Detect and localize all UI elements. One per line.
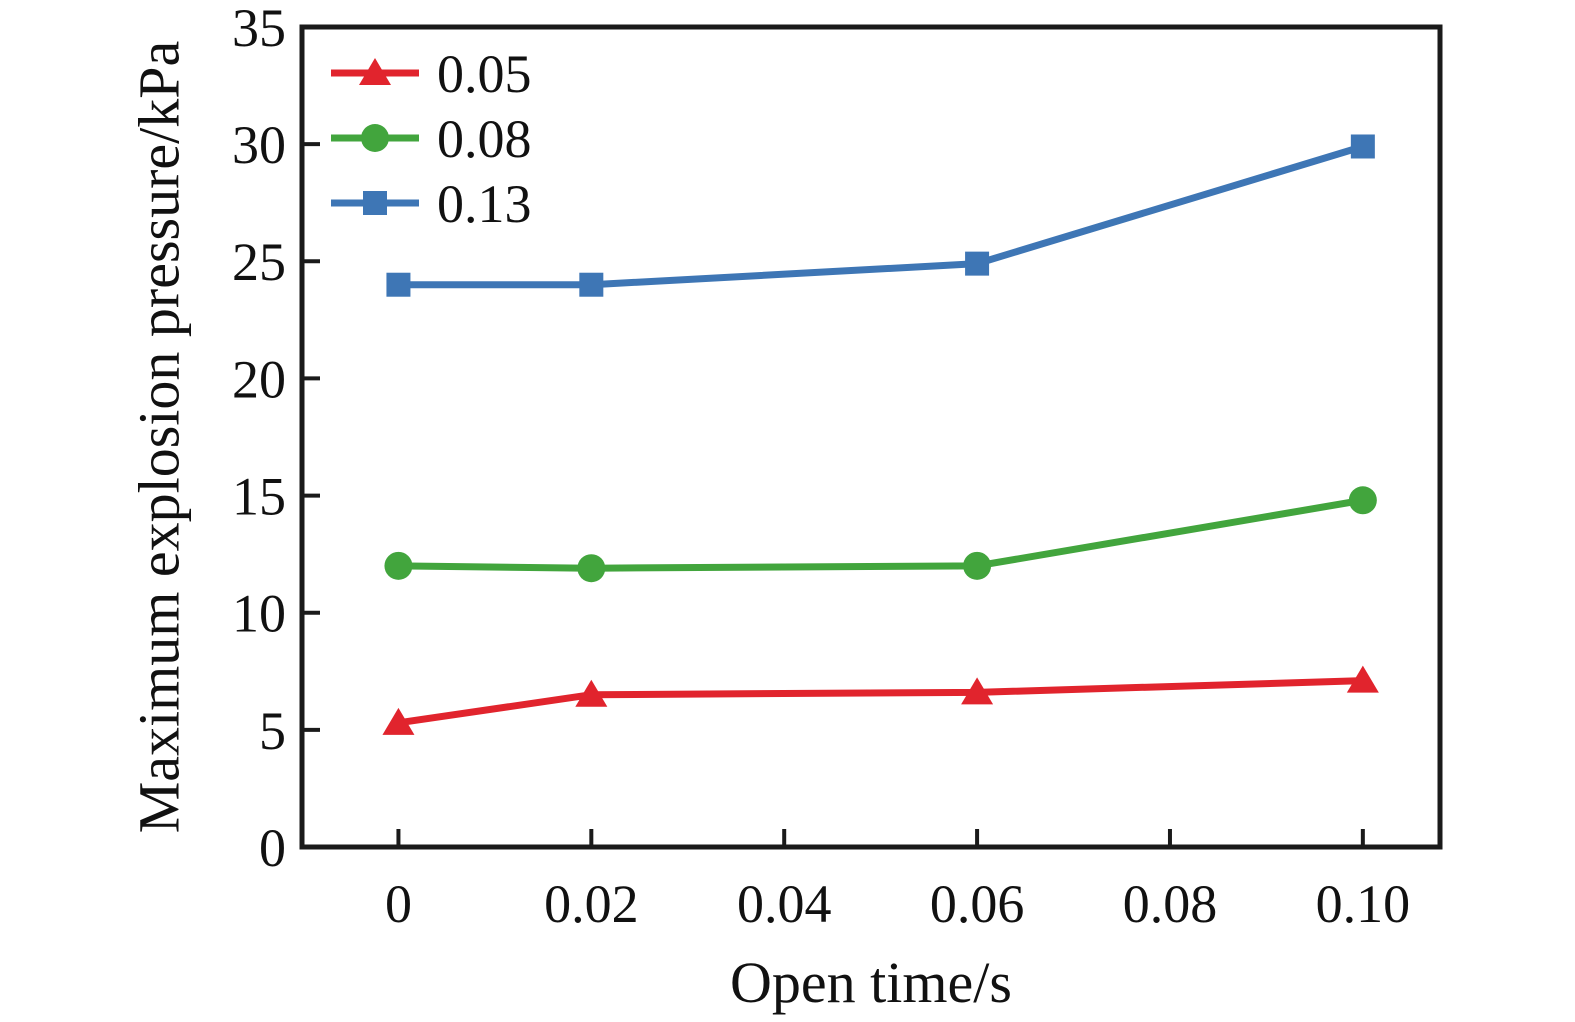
square-marker-0.13	[386, 272, 411, 297]
y-tick-label: 30	[232, 115, 286, 175]
series-line-0.05	[397, 677, 1363, 727]
y-tick-label: 35	[232, 0, 286, 58]
circle-marker-0.08	[577, 554, 606, 583]
data-series	[382, 134, 1379, 735]
tick-labels: 0 0.02 0.04 0.06 0.08 0.10 0 5 10 15 20 25 30 35	[232, 0, 1410, 934]
series-line-0.08	[398, 496, 1364, 572]
series-line-0.13	[398, 143, 1364, 289]
triangle-marker-0.05	[575, 679, 608, 707]
legend-label-0.08: 0.08	[437, 109, 532, 169]
axis-ticks	[302, 25, 1365, 849]
legend: 0.050.080.13	[331, 44, 532, 234]
plot-frame	[299, 24, 1443, 850]
triangle-marker-0.05	[382, 707, 415, 735]
circle-marker-0.08	[384, 551, 413, 580]
y-tick-label: 0	[259, 818, 286, 878]
y-tick-label: 20	[232, 349, 286, 409]
legend-circle-icon	[361, 124, 389, 152]
circle-marker-0.08	[963, 551, 992, 580]
square-marker-0.13	[1350, 134, 1375, 159]
x-tick-label: 0.08	[1123, 874, 1218, 934]
triangle-marker-0.05	[961, 677, 994, 705]
x-tick-label: 0.02	[544, 874, 639, 934]
legend-label-0.13: 0.13	[437, 174, 532, 234]
x-tick-label: 0.10	[1316, 874, 1411, 934]
x-tick-label: 0.04	[737, 874, 832, 934]
square-marker-0.13	[965, 251, 990, 276]
square-marker-0.13	[579, 272, 604, 297]
circle-marker-0.08	[1348, 486, 1377, 515]
y-tick-label: 10	[232, 584, 286, 644]
y-tick-label: 5	[259, 701, 286, 761]
x-tick-label: 0	[385, 874, 412, 934]
y-axis-title: Maximum explosion pressure/kPa	[127, 41, 192, 834]
triangle-marker-0.05	[1346, 665, 1379, 693]
legend-label-0.05: 0.05	[437, 44, 532, 104]
y-tick-label: 15	[232, 466, 286, 526]
legend-triangle-icon	[359, 58, 391, 85]
x-axis-title: Open time/s	[730, 950, 1012, 1015]
x-tick-label: 0.06	[930, 874, 1025, 934]
y-tick-label: 25	[232, 232, 286, 292]
legend-square-icon	[363, 191, 387, 215]
